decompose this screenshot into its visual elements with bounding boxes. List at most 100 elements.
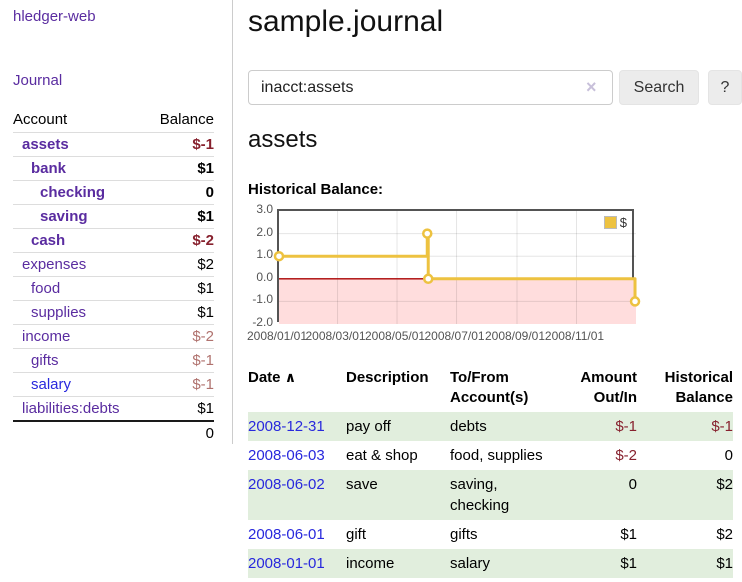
help-button[interactable]: ? — [708, 70, 742, 105]
accounts-total-balance: 0 — [146, 420, 214, 445]
legend-swatch-icon — [603, 216, 617, 229]
accounts-cell: debts — [450, 412, 560, 441]
date-cell: 2008-12-31 — [248, 412, 346, 441]
accounts-cell: salary — [450, 549, 560, 578]
table-row: 2008-06-01 gift gifts $1 $2 — [248, 520, 733, 549]
x-axis-tick-label: 2008/01/01 — [246, 329, 308, 343]
accounts-table-body: assets $-1 bank $1 checking 0 saving $1 cash $-2 e… — [13, 132, 214, 421]
account-link-salary[interactable]: salary — [31, 376, 72, 393]
accounts-cell: food, supplies — [450, 447, 543, 464]
brand-link[interactable]: hledger-web — [13, 8, 96, 25]
account-balance: $-2 — [146, 324, 214, 349]
register-header-accounts: To/From Account(s) — [450, 369, 529, 406]
register-header-description: Description — [346, 369, 429, 386]
account-balance: $-1 — [146, 372, 214, 397]
account-name-cell: supplies — [13, 300, 147, 325]
y-axis-tick-label: -2.0 — [252, 315, 273, 329]
account-name-cell: cash — [13, 228, 147, 253]
x-axis-tick-label: 2008/03/01 — [305, 329, 366, 343]
register-header-date-label: Date — [248, 369, 281, 386]
description-cell: eat & shop — [346, 447, 418, 464]
description-cell: income — [346, 549, 450, 578]
account-link-checking[interactable]: checking — [40, 184, 106, 201]
register-header-balance: Historical Balance — [664, 369, 733, 406]
account-link-income[interactable]: income — [22, 328, 71, 345]
accounts-cell: gifts — [450, 526, 478, 543]
historical-balance-chart: $ 3.0 2.0 1.0 0.0 -1.0 -2.0 2008/01/01 2008/03/… — [240, 202, 742, 345]
account-link-supplies[interactable]: supplies — [31, 304, 87, 321]
account-link-food[interactable]: food — [31, 280, 61, 297]
account-link-assets[interactable]: assets — [22, 136, 69, 153]
register-header-amount: Amount Out/In — [580, 369, 637, 406]
account-row: checking 0 — [13, 180, 214, 205]
account-balance: $2 — [146, 252, 214, 277]
y-axis-tick-label: 1.0 — [256, 247, 273, 262]
transaction-date-link[interactable]: 2008-06-03 — [248, 447, 325, 464]
sidebar-item-journal[interactable]: Journal — [13, 72, 63, 89]
account-row: expenses $2 — [13, 252, 214, 277]
y-axis-tick-label: 0.0 — [256, 269, 273, 284]
search-button[interactable]: Search — [619, 70, 699, 105]
description-cell: pay off — [346, 412, 450, 441]
date-cell: 2008-06-03 — [248, 441, 346, 470]
date-cell: 2008-06-01 — [248, 520, 346, 549]
page-title: sample.journal — [248, 5, 444, 38]
register-header-row: Date ∧ Description To/From Account(s) Am… — [248, 364, 733, 412]
account-row: gifts $-1 — [13, 348, 214, 373]
account-link-gifts[interactable]: gifts — [31, 352, 59, 369]
accounts-table: Account Balance assets $-1 bank $1 checking 0… — [13, 108, 214, 445]
transaction-date-link[interactable]: 2008-01-01 — [248, 555, 325, 572]
x-axis-tick-label: 2008/05/01 — [364, 329, 426, 343]
account-balance: $1 — [146, 276, 214, 301]
account-row: assets $-1 — [13, 132, 214, 157]
table-row: 2008-06-03 eat & shop food, supplies $-2 0 — [248, 441, 733, 470]
account-row: income $-2 — [13, 324, 214, 349]
account-link-cash[interactable]: cash — [31, 232, 66, 249]
account-balance: $-1 — [146, 348, 214, 373]
search-input[interactable] — [248, 70, 613, 105]
accounts-total-spacer — [13, 420, 147, 445]
account-name-cell: assets — [13, 132, 147, 157]
balance-cell: $2 — [637, 470, 733, 520]
register-header-date[interactable]: Date ∧ — [248, 364, 346, 412]
amount-cell: $-1 — [560, 412, 637, 441]
balance-cell: $1 — [637, 549, 733, 578]
account-name-cell: food — [13, 276, 147, 301]
x-axis-tick-label: 2008/09/01 — [484, 329, 546, 343]
y-axis-tick-label: 3.0 — [256, 202, 273, 216]
y-axis-tick-label: -1.0 — [252, 292, 273, 307]
account-row: supplies $1 — [13, 300, 214, 325]
account-link-liabilities-debts[interactable]: liabilities:debts — [22, 400, 120, 417]
account-row: bank $1 — [13, 156, 214, 181]
account-balance: $-1 — [146, 132, 214, 157]
sidebar: hledger-web Journal Account Balance asse… — [0, 0, 232, 582]
account-row: salary $-1 — [13, 372, 214, 397]
account-balance: $-2 — [146, 228, 214, 253]
description-cell: gift — [346, 526, 367, 543]
transaction-date-link[interactable]: 2008-06-02 — [248, 476, 325, 493]
accounts-cell: saving, checking — [450, 470, 560, 520]
account-name-cell: bank — [13, 156, 147, 181]
amount-cell: $1 — [560, 549, 637, 578]
transaction-date-link[interactable]: 2008-12-31 — [248, 418, 325, 435]
chart-legend: $ — [601, 214, 629, 231]
account-link-expenses[interactable]: expenses — [22, 256, 87, 273]
account-name-cell: salary — [13, 372, 147, 397]
accounts-header-account: Account — [13, 111, 68, 128]
description-cell: save — [346, 470, 450, 520]
account-name-cell: liabilities:debts — [13, 396, 147, 421]
account-balance: $1 — [146, 396, 214, 421]
account-link-bank[interactable]: bank — [31, 160, 67, 177]
register-table-body: 2008-12-31 pay off debts $-1 $-1 2008-06-03 ea… — [248, 412, 733, 578]
account-row: liabilities:debts $1 — [13, 396, 214, 421]
x-axis-tick-label: 2008/11/01 — [544, 329, 605, 343]
chart-plot-area[interactable]: $ — [273, 209, 641, 324]
x-axis-tick-label: 2008/07/01 — [424, 329, 485, 343]
clear-search-icon[interactable]: × — [586, 77, 597, 97]
accounts-header-balance: Balance — [159, 111, 214, 128]
account-name-cell: gifts — [13, 348, 147, 373]
account-link-saving[interactable]: saving — [40, 208, 88, 225]
account-name-cell: expenses — [13, 252, 147, 277]
transaction-date-link[interactable]: 2008-06-01 — [248, 526, 325, 543]
